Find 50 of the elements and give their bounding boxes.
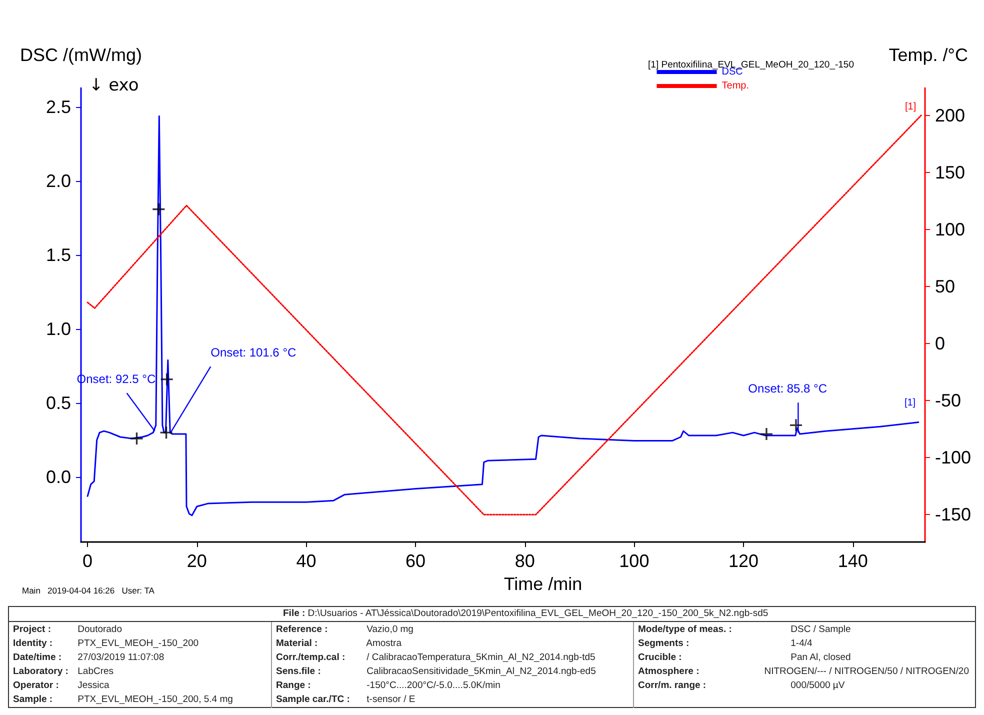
y-tick-label: 2.0 — [46, 171, 71, 192]
y2-tick-label: 100 — [935, 219, 966, 240]
y2-tick-label: 0 — [935, 334, 946, 354]
x-tick-label: 60 — [406, 551, 426, 571]
x-tick-label: 80 — [514, 551, 535, 571]
annotation: ↓ exo — [89, 76, 139, 96]
y-tick-label: 1.0 — [46, 319, 71, 340]
text: Identity : PTX_EVL_MEOH_-150_200 — [13, 638, 199, 649]
annotation: Onset: 101.6 °C — [210, 346, 296, 360]
y2-tick-label: 50 — [935, 276, 956, 296]
text: Atmosphere : NITROGEN/--- / NITROGEN/50 / NITROGEN/20 — [638, 666, 969, 677]
y2-tick-label: 150 — [935, 162, 966, 182]
x-tick-label: 100 — [619, 551, 650, 571]
y2-tick-label: -50 — [935, 390, 962, 411]
x-tick-label: 140 — [838, 551, 868, 571]
text: File : D:\Usuarios - AT\Jéssica\Doutorado\2019\Pentoxifilina_EVL_GEL_MeOH_20_120_-150_200_5k_N2.ngb-sd5 — [283, 607, 768, 621]
y-tick-label: 2.5 — [46, 97, 71, 118]
text: Sample : PTX_EVL_MEOH_-150_200, 5.4 mg — [13, 694, 233, 705]
text: Range : -150°C....200°C/-5.0....5.0K/min — [276, 680, 500, 691]
y2-axis-title: Temp. /°C — [888, 45, 968, 65]
x-tick-label: 20 — [186, 551, 207, 571]
text: Sample car./TC : t-sensor / E — [276, 694, 416, 705]
text: Mode/type of meas. : DSC / Sample — [638, 624, 851, 635]
x-tick-label: 120 — [728, 551, 759, 571]
y2-tick-label: -150 — [935, 504, 972, 525]
y2-tick-label: -100 — [935, 448, 972, 468]
text: Laboratory : LabCres — [13, 665, 115, 679]
annotation: [1] — [904, 398, 916, 409]
annotation: [1] — [905, 102, 916, 112]
x-axis-title: Time /min — [504, 574, 582, 594]
y-tick-label: 0.5 — [46, 392, 71, 413]
text: Temp. — [722, 80, 750, 92]
text: Project : Doutorado — [13, 624, 122, 635]
x-tick-label: 40 — [296, 551, 316, 571]
text: Date/time : 27/03/2019 11:07:08 — [13, 652, 164, 663]
text: Corr./temp.cal : / CalibracaoTemperatura_5Kmin_Al_N2_2014.ngb-td5 — [276, 652, 596, 663]
annotation: Onset: 85.8 °C — [748, 382, 828, 396]
text: Material : Amostra — [276, 638, 402, 649]
x-tick-label: 0 — [82, 551, 93, 571]
text: Sens.file : CalibracaoSensitividade_5Kmin_Al_N2_2014.ngb-ed5 — [276, 666, 596, 677]
text: Crucible : Pan Al, closed — [638, 652, 851, 663]
text: Segments : 1-4/4 — [638, 638, 812, 649]
text: Operator : Jessica — [13, 680, 110, 691]
y-axis-title: DSC /(mW/mg) — [20, 45, 142, 65]
y2-tick-label: 200 — [935, 105, 966, 126]
y-tick-label: 1.5 — [46, 245, 71, 266]
text: Reference : Vazio,0 mg — [276, 624, 414, 635]
text: Main 2019-04-04 16:26 User: TA — [22, 586, 155, 596]
text: Corr/m. range : 000/5000 µV — [638, 680, 845, 691]
y-tick-label: 0.0 — [46, 466, 71, 487]
